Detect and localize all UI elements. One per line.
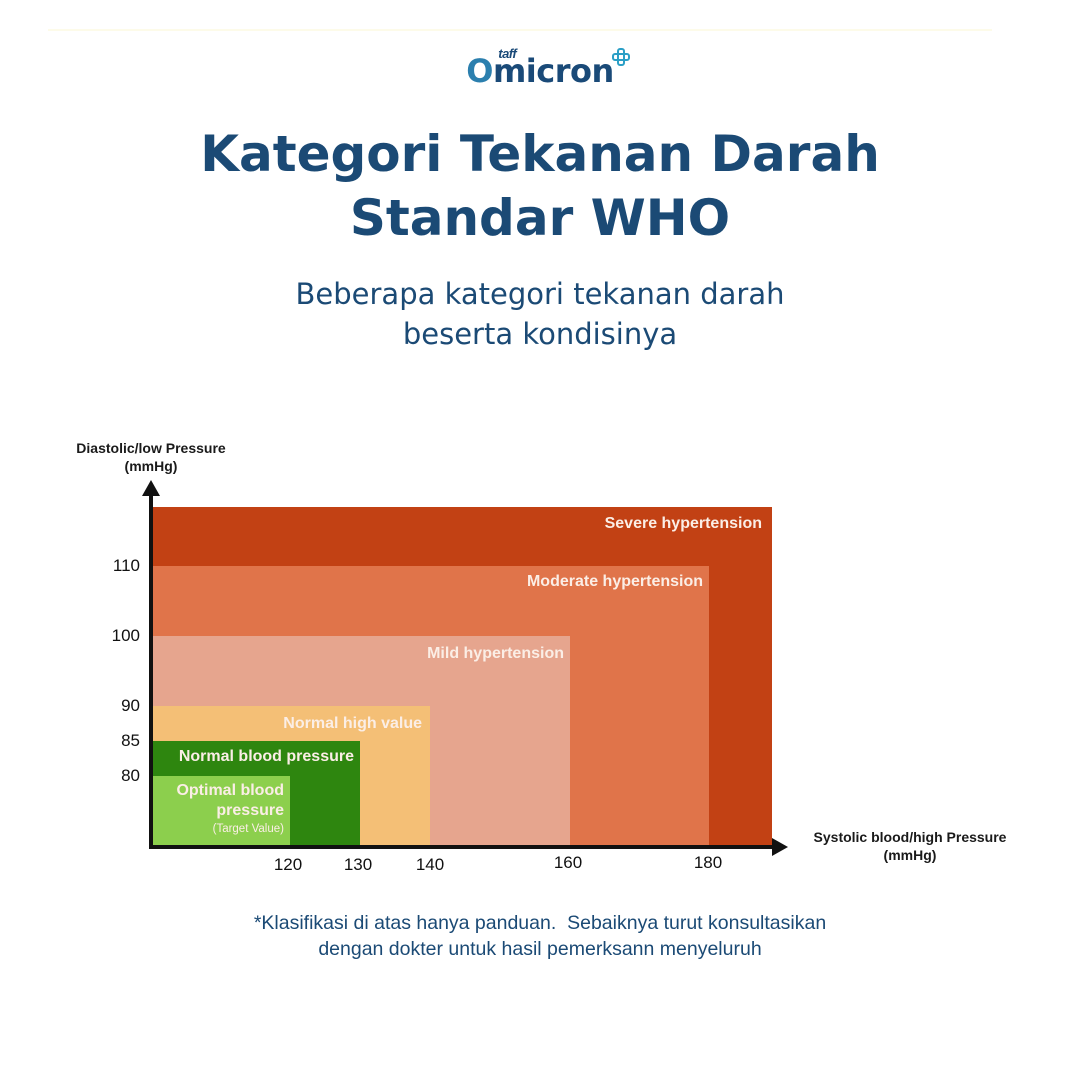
label-optimal-line-1: Optimal blood [176,782,284,799]
title-line-1: Kategori Tekanan Darah [200,125,880,183]
x-axis-title-line-2: (mmHg) [883,847,937,863]
y-tick-110: 110 [112,556,140,575]
label-normal-high: Normal high value [283,715,422,732]
region-optimal-blood-pressure: Optimal blood pressure (Target Value) [151,776,290,847]
subtitle-line-1: Beberapa kategori tekanan darah [295,277,785,311]
x-tick-140: 140 [415,855,445,874]
label-optimal-line-2: pressure [216,802,284,819]
label-mild-hypertension: Mild hypertension [427,645,564,662]
brand-logo: taff Omicron [0,44,1080,94]
top-divider [48,29,992,31]
y-tick-80: 80 [121,766,140,785]
x-tick-120: 120 [273,855,303,874]
footnote-line-2: dengan dokter untuk hasil pemerksann men… [318,938,762,960]
plus-icon [611,48,630,66]
label-severe-hypertension: Severe hypertension [604,515,762,532]
y-axis [149,492,153,849]
x-axis-title: Systolic blood/high Pressure (mmHg) [800,828,1020,864]
label-optimal-note: (Target Value) [212,823,284,835]
arrow-right-icon [772,838,788,856]
x-tick-160: 160 [553,853,583,872]
label-optimal-blood-pressure: Optimal blood pressure (Target Value) [176,781,284,837]
x-tick-180: 180 [693,853,723,872]
x-tick-130: 130 [343,855,373,874]
y-tick-90: 90 [121,696,140,715]
arrow-up-icon [142,480,160,496]
brand-name-rest: micron [492,52,614,90]
brand-name-first: O [466,52,493,90]
brand-sub: taff [498,46,517,61]
title-line-2: Standar WHO [349,189,731,247]
y-axis-title-line-2: (mmHg) [124,458,178,474]
x-axis [149,845,777,849]
brand-name: Omicron [466,44,614,90]
y-tick-85: 85 [121,731,140,750]
disclaimer-footnote: *Klasifikasi di atas hanya panduan. Seba… [0,910,1080,962]
y-axis-title: Diastolic/low Pressure (mmHg) [56,439,246,475]
footnote-line-1: *Klasifikasi di atas hanya panduan. Seba… [253,912,827,934]
y-tick-100: 100 [111,626,140,645]
page-subtitle: Beberapa kategori tekanan darah beserta … [0,274,1080,354]
page-title: Kategori Tekanan Darah Standar WHO [0,122,1080,250]
x-axis-title-line-1: Systolic blood/high Pressure [813,829,1007,845]
y-axis-title-line-1: Diastolic/low Pressure [76,440,226,456]
label-moderate-hypertension: Moderate hypertension [526,573,703,590]
label-normal-blood-pressure: Normal blood pressure [178,748,354,765]
subtitle-line-2: beserta kondisinya [402,317,678,351]
